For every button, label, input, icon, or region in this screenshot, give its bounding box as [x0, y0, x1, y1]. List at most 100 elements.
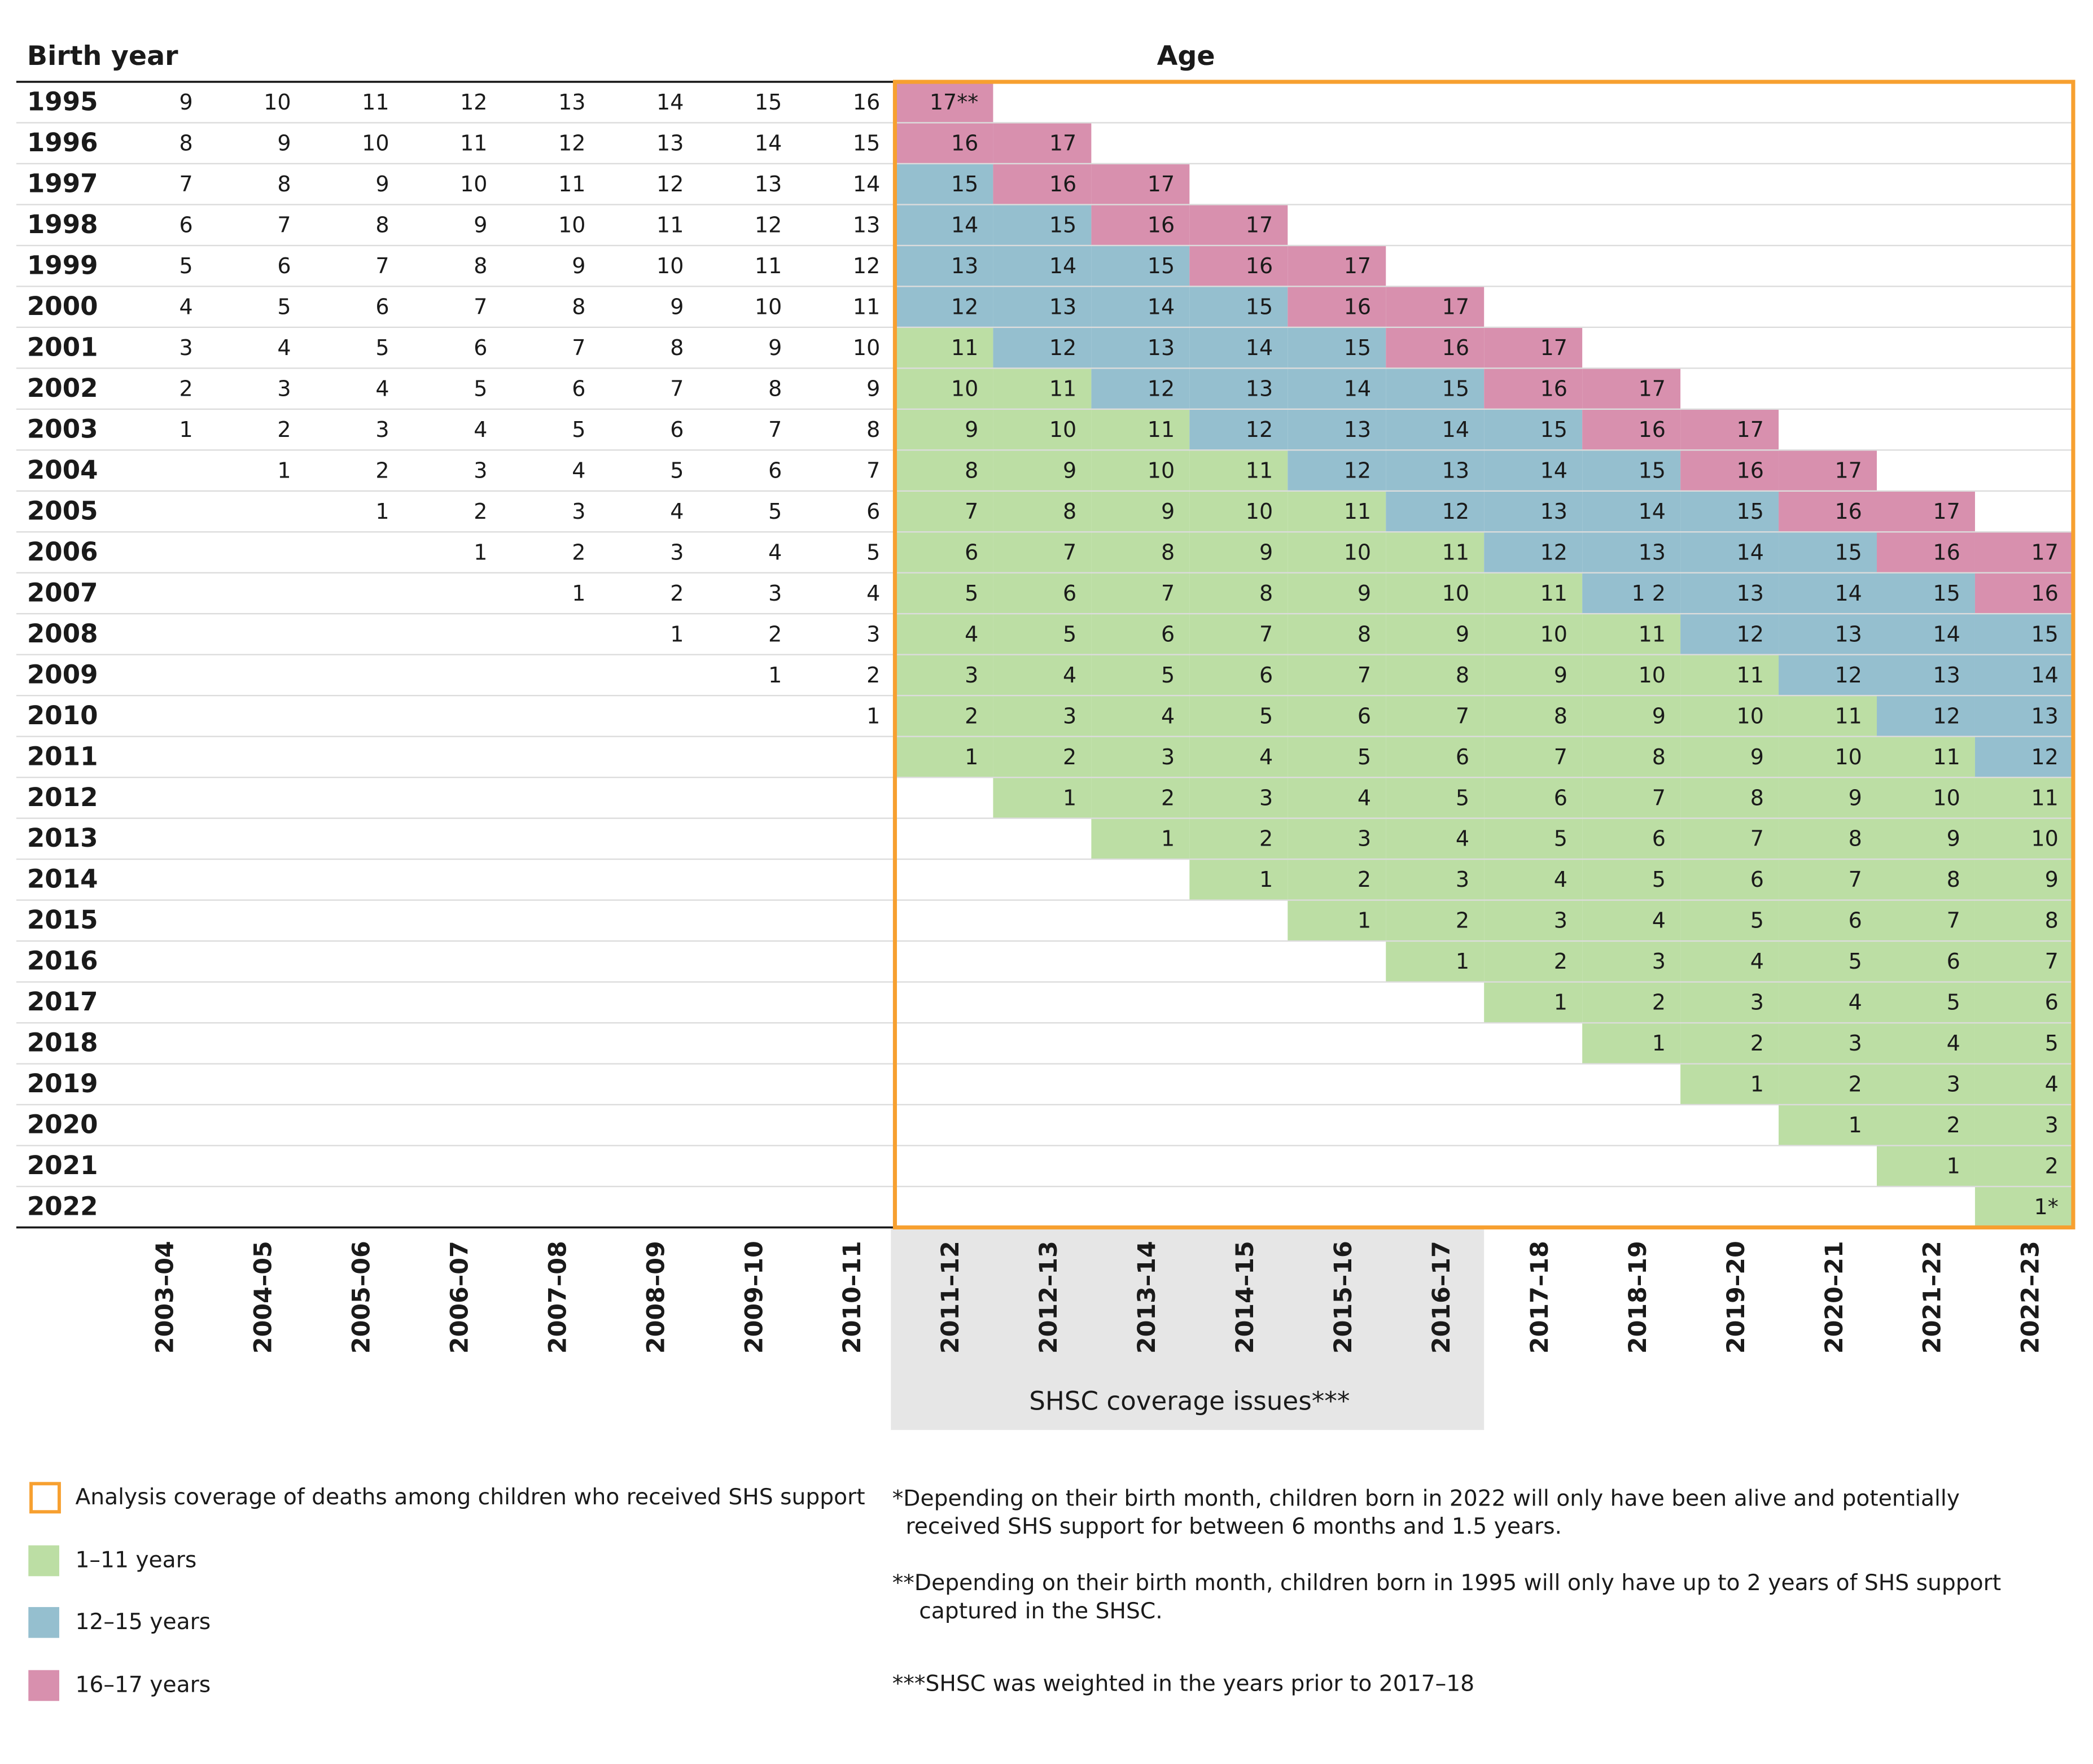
cell-fill [1582, 859, 1681, 900]
cell-fill [1974, 818, 2073, 860]
legend-label: Analysis coverage of deaths among childr… [75, 1485, 865, 1510]
cell-text: 6 [1652, 826, 1666, 851]
cell-text: 7 [277, 213, 291, 238]
cell-fill [1386, 491, 1485, 532]
cell-fill [1288, 654, 1386, 696]
cell-text: 17 [1933, 499, 1960, 524]
cell-text: 17 [1442, 294, 1469, 319]
cell-text: 12 [1344, 458, 1371, 483]
cell-fill [1288, 572, 1386, 614]
cell-text: 9 [1358, 581, 1371, 606]
cell-fill [1582, 450, 1681, 491]
cell-text: 10 [1834, 745, 1862, 769]
cell-text: 3 [277, 376, 291, 401]
cell-text: 15 [1049, 213, 1076, 238]
cell-fill [993, 450, 1092, 491]
cell-fill [1189, 327, 1288, 369]
cell-text: 3 [1947, 1072, 1960, 1097]
cell-text: 7 [1063, 540, 1076, 564]
column-label: 2016–17 [1428, 1241, 1456, 1354]
cell-fill [1091, 532, 1190, 573]
cell-text: 9 [1849, 785, 1862, 810]
cell-text: 4 [1750, 949, 1764, 974]
cell-fill [1582, 532, 1681, 573]
cell-fill [1288, 614, 1386, 655]
cell-fill [895, 572, 993, 614]
cell-text: 10 [1442, 581, 1469, 606]
cell-fill [1189, 491, 1288, 532]
cell-fill [993, 409, 1092, 450]
cell-fill [1974, 695, 2073, 737]
cell-fill [1189, 818, 1288, 860]
cell-text: 1 [1947, 1154, 1960, 1179]
cell-fill [895, 409, 993, 450]
cell-text: 13 [1737, 581, 1764, 606]
cell-text: 1 [1259, 867, 1273, 892]
cell-fill [1189, 777, 1288, 818]
cell-text: 11 [558, 172, 585, 196]
cell-text: 6 [1456, 745, 1469, 769]
cell-text: 16 [1639, 417, 1666, 442]
cell-text: 7 [1259, 621, 1273, 646]
cell-fill [1582, 982, 1681, 1023]
cell-text: 9 [1652, 703, 1666, 728]
cell-fill [1484, 818, 1583, 860]
cell-fill [1680, 777, 1779, 818]
cell-text: 5 [2045, 1031, 2059, 1056]
cell-fill [1386, 327, 1485, 369]
legend-label: 12–15 years [75, 1609, 211, 1635]
cell-text: 10 [1344, 540, 1371, 564]
cell-text: 12 [460, 90, 487, 115]
cell-text: 4 [277, 335, 291, 360]
birth-year: 2009 [27, 659, 98, 689]
cell-fill [1680, 614, 1779, 655]
column-label: 2004–05 [249, 1241, 278, 1354]
cell-fill [1680, 450, 1779, 491]
cell-text: 2 [1554, 949, 1567, 974]
cell-text: 7 [1947, 908, 1960, 933]
cell-text: 8 [277, 172, 291, 196]
cell-text: 13 [2031, 703, 2058, 728]
cell-fill [1779, 572, 1877, 614]
cell-text: 15 [2031, 621, 2058, 646]
cell-text: 8 [179, 131, 192, 156]
cell-text: 7 [2045, 949, 2059, 974]
cell-fill [1189, 204, 1288, 246]
cell-text: 1* [2034, 1194, 2059, 1219]
cell-text: 8 [1063, 499, 1076, 524]
cell-text: 6 [179, 213, 192, 238]
cell-text: 9 [1947, 826, 1960, 851]
cell-text: 4 [1652, 908, 1666, 933]
birth-year: 2003 [27, 414, 98, 444]
cell-text: 2 [1849, 1072, 1862, 1097]
cell-text: 10 [1737, 703, 1764, 728]
cell-text: 9 [474, 213, 487, 238]
birth-year: 2000 [27, 291, 98, 321]
cell-text: 12 [1442, 499, 1469, 524]
cell-text: 15 [1540, 417, 1567, 442]
cell-fill [1288, 900, 1386, 942]
birth-year: 2015 [27, 905, 98, 935]
cell-text: 13 [558, 90, 585, 115]
cell-text: 2 [866, 663, 880, 688]
cell-fill [1680, 409, 1779, 450]
cell-text: 13 [853, 213, 880, 238]
cell-fill [1386, 941, 1485, 982]
cell-fill [1582, 614, 1681, 655]
cell-fill [1189, 450, 1288, 491]
cell-text: 7 [670, 376, 684, 401]
cell-text: 12 [558, 131, 585, 156]
cell-fill [993, 368, 1092, 409]
cell-text: 3 [965, 663, 978, 688]
cell-text: 11 [1344, 499, 1371, 524]
cell-text: 17 [1344, 253, 1371, 278]
birth-year: 2021 [27, 1150, 98, 1180]
cell-text: 4 [1063, 663, 1076, 688]
cell-text: 15 [1442, 376, 1469, 401]
column-label: 2018–19 [1624, 1241, 1652, 1354]
cell-text: 3 [572, 499, 585, 524]
cell-text: 2 [1947, 1113, 1960, 1137]
cell-fill [895, 654, 993, 696]
cell-fill [1091, 491, 1190, 532]
cell-fill [1091, 450, 1190, 491]
